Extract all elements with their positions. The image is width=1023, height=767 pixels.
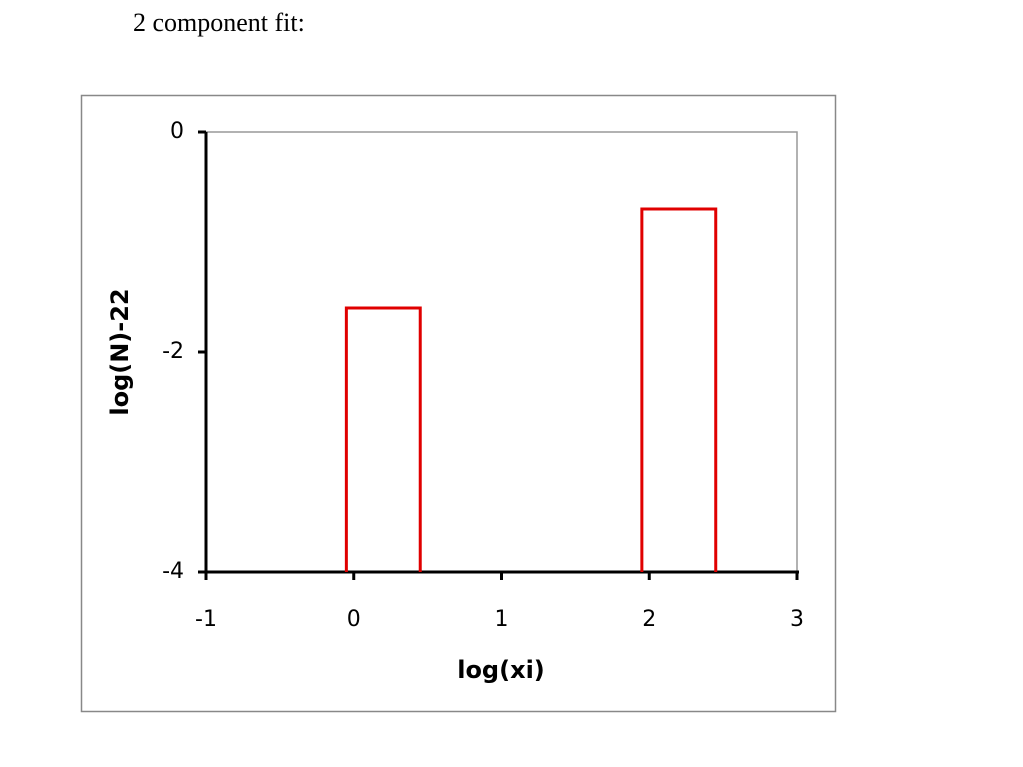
y-tick-label: -2 — [162, 339, 184, 364]
x-axis-title: log(xi) — [457, 656, 545, 684]
bar — [344, 306, 422, 572]
x-tick-label: 2 — [642, 607, 656, 632]
y-tick-label: 0 — [170, 119, 184, 144]
x-tick-label: 3 — [790, 607, 804, 632]
y-tick-label: -4 — [162, 559, 184, 584]
x-tick-label: 0 — [347, 607, 361, 632]
bar — [640, 207, 718, 572]
chart-frame — [80, 94, 837, 713]
chart-title: 2 component fit: — [133, 8, 305, 37]
x-tick-label: 1 — [495, 607, 509, 632]
y-axis-title: log(N)-22 — [106, 288, 134, 415]
plot-border — [206, 131, 798, 572]
x-tick-label: -1 — [195, 607, 217, 632]
